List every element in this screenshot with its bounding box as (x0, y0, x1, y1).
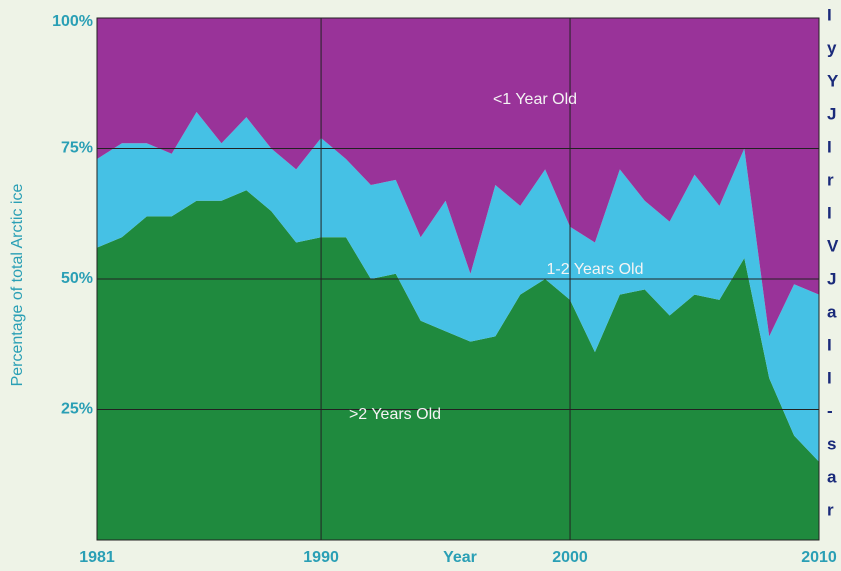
area (97, 111, 819, 462)
y-tick-label: 25% (61, 401, 93, 418)
y-tick-label: 50% (61, 270, 93, 287)
side-text-fragment: s (827, 434, 836, 453)
area (97, 190, 819, 540)
x-tick-label: 1990 (303, 549, 339, 566)
side-text-fragment: J (827, 104, 836, 123)
side-text-fragment: r (827, 170, 834, 189)
side-text-fragment: I (827, 203, 832, 222)
side-text-fragment: I (827, 335, 832, 354)
y-axis-label: Percentage of total Arctic ice (9, 184, 26, 387)
plot-border (96, 17, 820, 541)
side-text-fragment: - (827, 401, 833, 420)
side-text-fragment: I (827, 5, 832, 24)
side-text-fragment: V (827, 236, 839, 255)
y-tick-label: 100% (52, 13, 93, 30)
area-label: <1 Year Old (493, 91, 577, 108)
side-text-fragment: I (827, 137, 832, 156)
side-text-fragment: r (827, 500, 834, 519)
side-text-fragment: J (827, 269, 836, 288)
side-text-fragment: y (827, 38, 837, 57)
area (97, 18, 819, 337)
side-text-fragment: I (827, 368, 832, 387)
x-axis-label: Year (443, 549, 477, 566)
x-tick-label: 2000 (552, 549, 588, 566)
area-label: 1-2 Years Old (547, 261, 644, 278)
side-text-fragment: a (827, 302, 837, 321)
x-tick-label: 2010 (801, 549, 837, 566)
side-text-fragment: Y (827, 71, 839, 90)
side-text-fragment: a (827, 467, 837, 486)
y-tick-label: 75% (61, 140, 93, 157)
x-tick-label: 1981 (79, 549, 115, 566)
area-label: >2 Years Old (349, 406, 441, 423)
